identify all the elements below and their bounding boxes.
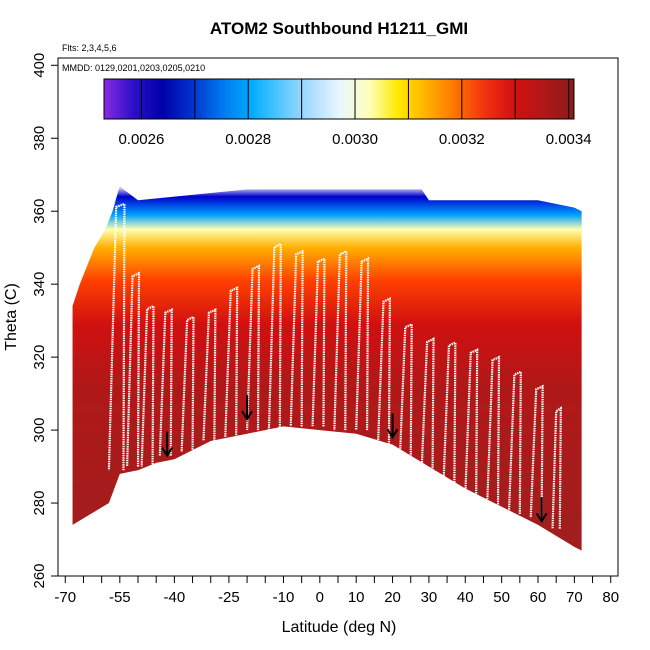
x-tick-label: 50 <box>493 589 510 606</box>
flight-profile <box>442 340 457 485</box>
feature-arrow-head <box>535 512 548 524</box>
y-tick-label: 300 <box>31 418 48 443</box>
x-tick-label: 60 <box>530 589 547 606</box>
colorbar-tick-label: 0.0028 <box>225 131 271 148</box>
flight-profile <box>376 297 392 445</box>
flight-profile <box>551 406 562 529</box>
x-tick-label: 40 <box>457 589 474 606</box>
flight-profile <box>125 271 141 467</box>
y-tick-label: 320 <box>31 345 48 370</box>
y-tick-label: 380 <box>31 126 48 151</box>
x-tick-label: 80 <box>602 589 619 606</box>
feature-arrow-head <box>386 428 399 440</box>
y-tick-label: 400 <box>31 53 48 78</box>
flight-profile <box>529 384 544 518</box>
x-tick-label: 30 <box>421 589 438 606</box>
flight-profile <box>224 286 239 438</box>
x-tick-label: 0 <box>316 589 324 606</box>
flight-profile <box>355 256 370 431</box>
flight-profile <box>267 242 282 431</box>
colorbar-tick-label: 0.0032 <box>439 131 485 148</box>
x-axis: -70 -55 -40 -25 -10 0 10 20 30 40 50 60 70 80 <box>54 576 619 606</box>
x-tick-label: 70 <box>566 589 583 606</box>
colorbar: 0.0026 0.0028 0.0030 0.0032 0.0034 <box>103 78 592 148</box>
flight-profile <box>202 307 217 442</box>
flight-profile <box>464 348 479 496</box>
flight-profile <box>180 315 195 453</box>
flight-profile <box>420 337 435 471</box>
y-axis: 260 280 300 320 340 360 380 400 <box>31 53 58 589</box>
y-tick-label: 340 <box>31 272 48 297</box>
flight-profile <box>140 304 155 467</box>
x-tick-label: -25 <box>218 589 240 606</box>
x-tick-label: 10 <box>348 589 365 606</box>
colorbar-swatch <box>103 78 575 120</box>
feature-arrow-head <box>161 447 173 458</box>
flight-profile <box>398 322 413 460</box>
colorbar-ticks: 0.0026 0.0028 0.0030 0.0032 0.0034 <box>118 79 592 148</box>
x-tick-label: 20 <box>384 589 401 606</box>
colorbar-tick-label: 0.0026 <box>118 131 164 148</box>
chart-title: ATOM2 Southbound H1211_GMI <box>210 19 468 38</box>
x-tick-label: -55 <box>109 589 131 606</box>
flight-profile <box>158 307 173 456</box>
colorbar-tick-label: 0.0034 <box>546 131 592 148</box>
feature-arrow-head <box>241 410 253 422</box>
dates-subtitle: MMDD: 0129,0201,0203,0205,0210 <box>62 63 205 73</box>
flights-subtitle: Flts: 2,3,4,5,6 <box>62 43 117 53</box>
flight-profile <box>507 369 522 515</box>
data-field <box>72 185 582 551</box>
flight-profile <box>311 256 326 427</box>
y-tick-label: 260 <box>31 563 48 588</box>
x-tick-label: -70 <box>54 589 76 606</box>
x-axis-label: Latitude (deg N) <box>282 619 397 636</box>
flight-profile <box>485 355 501 507</box>
y-tick-label: 360 <box>31 199 48 224</box>
x-tick-label: -10 <box>273 589 295 606</box>
x-tick-label: -40 <box>164 589 186 606</box>
y-axis-label: Theta (C) <box>3 283 20 351</box>
field-envelope <box>72 185 582 551</box>
colorbar-tick-label: 0.0030 <box>332 131 378 148</box>
flight-profile <box>289 249 304 427</box>
flight-profile <box>245 264 261 431</box>
y-tick-label: 280 <box>31 491 48 516</box>
flight-profile <box>333 249 348 431</box>
